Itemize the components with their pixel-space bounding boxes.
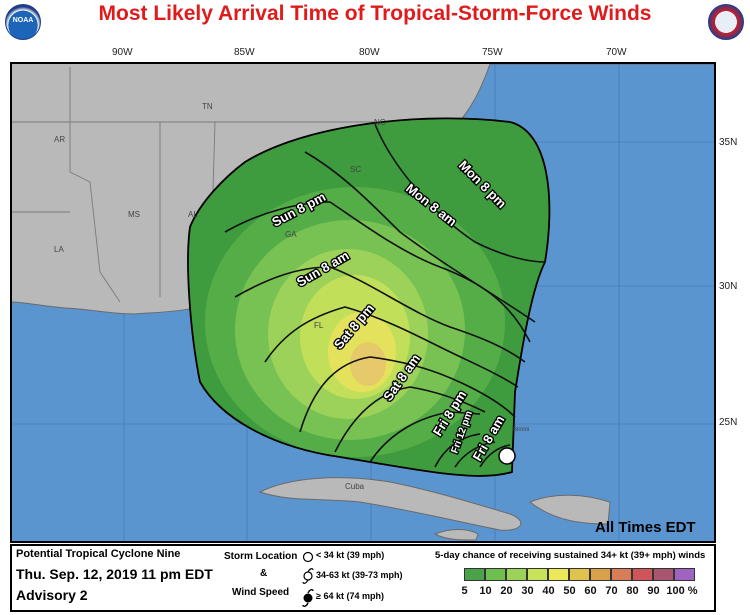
legend: Potential Tropical Cyclone Nine Thu. Sep… <box>10 544 716 612</box>
state-label: NC <box>374 118 386 127</box>
ampersand-label: & <box>260 568 268 579</box>
advisory-datetime: Thu. Sep. 12, 2019 11 pm EDT <box>16 566 213 582</box>
chance-swatch <box>485 568 506 581</box>
latitude-label: 30N <box>719 281 738 292</box>
storm-location-label: Storm Location <box>224 551 298 562</box>
all-times-note: All Times EDT <box>595 519 696 536</box>
chance-value-label: 5 <box>461 585 468 597</box>
chance-swatch <box>611 568 632 581</box>
chance-value-label: 70 <box>605 585 618 597</box>
nws-logo <box>708 4 744 40</box>
chance-swatch <box>674 568 695 581</box>
map-title: Most Likely Arrival Time of Tropical-Sto… <box>98 2 652 25</box>
state-label: LA <box>54 245 64 254</box>
state-label: MS <box>128 210 140 219</box>
tropical-storm-icon <box>302 568 314 584</box>
jamaica-land <box>433 529 479 541</box>
latitude-label: 35N <box>719 137 738 148</box>
longitude-label: 85W <box>234 47 255 58</box>
wind-category-label: < 34 kt (39 mph) <box>316 550 385 560</box>
state-label: AR <box>54 135 65 144</box>
longitude-label: 90W <box>112 47 133 58</box>
cuba-land <box>258 477 522 531</box>
chance-title: 5-day chance of receiving sustained 34+ … <box>435 550 706 561</box>
wind-symbols <box>302 551 314 607</box>
chance-swatch <box>569 568 590 581</box>
forecast-map: TN NC AR SC MS AL LA GA FL Cuba Bimini M… <box>10 62 716 543</box>
chance-value-label: 80 <box>626 585 639 597</box>
arrival-contours <box>224 123 546 468</box>
chance-value-label: 10 <box>479 585 492 597</box>
place-label: Cuba <box>345 482 365 491</box>
hurricane-icon <box>302 589 314 607</box>
state-label: GA <box>285 230 297 239</box>
hispaniola-land <box>529 494 611 525</box>
chance-value-label: 90 <box>647 585 660 597</box>
chance-value-label: 40 <box>542 585 555 597</box>
probability-cone <box>188 118 550 477</box>
advisory-number: Advisory 2 <box>16 587 88 603</box>
chance-swatch <box>506 568 527 581</box>
wind-speed-label: Wind Speed <box>232 587 290 598</box>
chance-value-label: 30 <box>521 585 534 597</box>
chance-swatch <box>548 568 569 581</box>
chance-value-label: 50 <box>563 585 576 597</box>
longitude-label: 75W <box>482 47 503 58</box>
weak-storm-icon <box>302 551 314 563</box>
chance-swatch <box>527 568 548 581</box>
noaa-logo-text: NOAA <box>12 17 34 24</box>
chance-swatch <box>653 568 674 581</box>
longitude-label: 70W <box>606 47 627 58</box>
state-label: TN <box>202 102 213 111</box>
chance-swatch <box>632 568 653 581</box>
noaa-logo: NOAA <box>5 4 41 40</box>
cone-outline <box>187 117 551 477</box>
storm-name: Potential Tropical Cyclone Nine <box>16 548 181 560</box>
latitude-label: 25N <box>719 417 738 428</box>
state-label: AL <box>188 210 198 219</box>
chance-value-label: 60 <box>584 585 597 597</box>
state-label: FL <box>314 321 324 330</box>
longitude-label: 80W <box>359 47 380 58</box>
wind-category-label: ≥ 64 kt (74 mph) <box>316 591 384 601</box>
place-label: Bimini <box>513 427 529 433</box>
chance-value-label: 100 % <box>666 585 698 597</box>
map-frame <box>10 62 716 543</box>
chance-value-label: 20 <box>500 585 513 597</box>
storm-location-marker <box>498 447 516 465</box>
chance-swatch <box>464 568 485 581</box>
wind-category-label: 34-63 kt (39-73 mph) <box>316 570 403 580</box>
chance-swatch <box>590 568 611 581</box>
state-label: SC <box>350 165 361 174</box>
